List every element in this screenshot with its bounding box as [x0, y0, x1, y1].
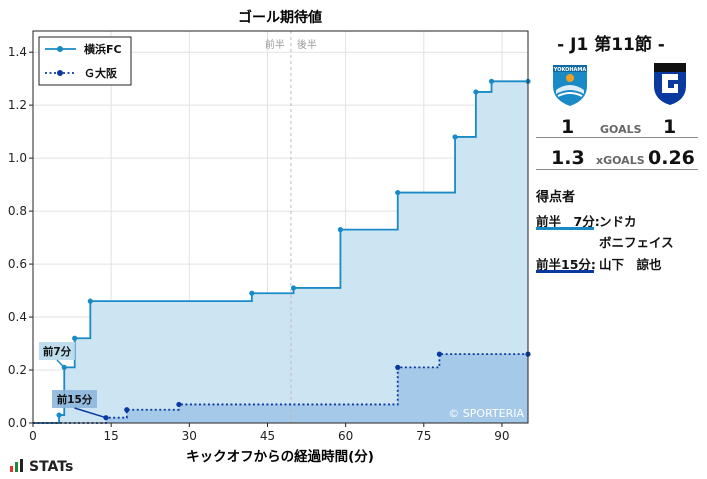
scorer-name: ボニフェイス [599, 235, 674, 250]
xgoals-label: xGOALS [596, 154, 645, 167]
stats-logo-bar [20, 459, 23, 472]
annotation-arrow [74, 407, 107, 419]
yokohama-fc-logo-icon: YOKOHAMA [553, 65, 587, 106]
stats-logo-text: STATs [29, 459, 73, 475]
watermark: © SPORTERIA [448, 407, 524, 420]
y-tick-label: 0.4 [8, 310, 27, 324]
annotation-label: 前7分 [43, 345, 72, 358]
x-tick-label: 60 [338, 429, 353, 443]
annotation-label: 前15分 [57, 393, 93, 406]
series-area [33, 354, 528, 423]
home-xg: 1.3 [551, 147, 585, 169]
data-point [176, 401, 182, 408]
away-xg: 0.26 [648, 147, 695, 169]
svg-text:YOKOHAMA: YOKOHAMA [553, 67, 587, 73]
data-point [290, 285, 297, 291]
series-line [33, 80, 528, 424]
team-underline [536, 227, 594, 230]
data-point [72, 335, 78, 341]
x-tick-label: 30 [182, 429, 197, 443]
legend-box [38, 36, 132, 86]
data-point [56, 412, 62, 418]
data-point [124, 407, 130, 413]
data-point [488, 78, 495, 84]
data-point [395, 189, 401, 196]
stats-logo-bar [15, 462, 18, 472]
scorer-time: 前半 7分: [536, 214, 600, 229]
goals-label: GOALS [600, 123, 642, 136]
home-goals: 1 [561, 116, 575, 138]
plot-area: 前半 後半 0 15 30 45 60 75 90 0.0 0.2 0.4 0.6 0.8 1.0 1.2 1.… [8, 30, 531, 443]
data-point [452, 134, 458, 140]
scorer-name: 山下 諒也 [599, 257, 662, 272]
data-point [249, 290, 255, 296]
scorers-heading: 得点者 [536, 190, 576, 205]
x-tick-label: 0 [29, 429, 37, 443]
scorer-time: 前半15分: [536, 257, 596, 272]
x-axis-label: キックオフからの経過時間(分) [186, 448, 374, 465]
y-tick-label: 0.6 [8, 257, 27, 271]
x-tick-label: 15 [104, 429, 119, 443]
divider [536, 169, 698, 170]
stats-logo: STATs [10, 459, 73, 475]
legend-label: 横浜FC [84, 42, 122, 56]
y-tick-label: 1.0 [8, 151, 27, 165]
divider [536, 137, 698, 138]
goals-row: 1 GOALS 1 [536, 116, 698, 140]
chart-title: ゴール期待値 [238, 9, 322, 26]
y-tick-label: 0.8 [8, 204, 27, 218]
legend-marker [57, 46, 63, 52]
x-tick-label: 45 [260, 429, 275, 443]
legend-label: Ｇ大阪 [84, 66, 118, 80]
y-tick-label: 1.2 [8, 98, 27, 112]
annotation-box [52, 390, 97, 408]
away-goals: 1 [663, 116, 677, 138]
annotation-box [39, 342, 75, 360]
xgoals-row: 1.3 xGOALS 0.26 [536, 147, 698, 171]
first-half-label: 前半 [265, 38, 285, 51]
legend-marker [57, 70, 63, 76]
scorer-name: ンドカ [599, 214, 637, 229]
data-point [436, 351, 443, 357]
gamba-osaka-logo-icon [654, 63, 686, 105]
data-point [395, 364, 401, 370]
stats-logo-bar [10, 466, 13, 472]
x-tick-label: 75 [416, 429, 431, 443]
series-area [33, 81, 528, 423]
data-point [473, 89, 479, 95]
team-underline [536, 270, 594, 273]
data-point [337, 227, 344, 233]
x-tick-label: 90 [494, 429, 509, 443]
plot-frame [32, 30, 529, 424]
y-tick-label: 0.0 [8, 416, 27, 430]
y-tick-label: 0.2 [8, 363, 27, 377]
y-tick-label: 1.4 [8, 45, 27, 59]
annotation-arrow [56, 359, 65, 368]
data-point [87, 298, 93, 304]
match-title: - J1 第11節 - [557, 35, 665, 55]
second-half-label: 後半 [297, 38, 317, 51]
